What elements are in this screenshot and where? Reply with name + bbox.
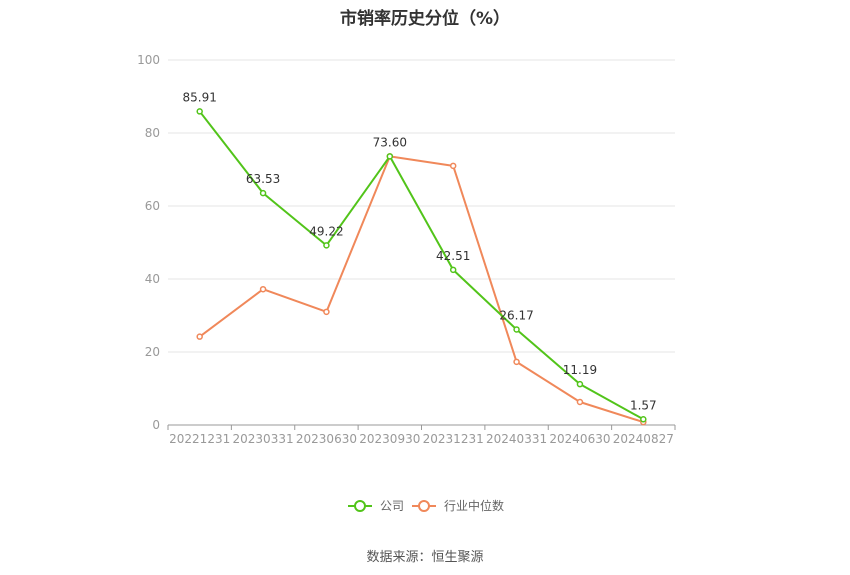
data-point-1 — [323, 308, 330, 316]
legend-label-1: 行业中位数 — [444, 498, 504, 513]
legend[interactable]: 公司 行业中位数 — [348, 498, 504, 513]
data-point-1 — [513, 358, 520, 366]
y-tick-label: 0 — [152, 418, 160, 432]
x-tick-label: 20230930 — [359, 432, 420, 446]
y-tick-label: 40 — [145, 272, 160, 286]
data-point-1 — [259, 285, 267, 293]
data-point-1 — [576, 398, 584, 406]
data-label: 49.22 — [309, 224, 343, 238]
data-point-0 — [196, 108, 203, 115]
series-line-0 — [198, 110, 644, 421]
data-source-note: 数据来源：恒生聚源 — [366, 550, 484, 565]
legend-marker-0 — [354, 500, 366, 512]
data-label: 85.91 — [183, 90, 217, 104]
chart-title: 市销率历史分位（%） — [339, 9, 511, 29]
data-label: 63.53 — [246, 172, 280, 186]
data-point-0 — [449, 266, 457, 274]
x-tick-label: 20230331 — [233, 432, 294, 446]
x-tick-label: 20240827 — [613, 432, 674, 446]
data-point-1 — [449, 162, 457, 170]
data-point-0 — [386, 153, 394, 160]
legend-marker-1 — [418, 500, 430, 512]
data-label: 26.17 — [499, 308, 533, 322]
data-label: 73.60 — [373, 135, 407, 149]
x-tick-label: 20231231 — [423, 432, 484, 446]
x-tick-label: 20240331 — [486, 432, 547, 446]
data-label-layer: 85.91 63.53 49.22 73.60 42.51 26.17 11.19 1.57 — [183, 90, 657, 412]
legend-label-0: 公司 — [380, 499, 404, 513]
data-label: 11.19 — [563, 363, 597, 377]
data-point-0 — [513, 326, 520, 333]
y-tick-label: 20 — [145, 345, 160, 359]
data-label: 1.57 — [630, 398, 657, 412]
grid-layer — [168, 59, 675, 353]
y-tick-label: 100 — [137, 53, 160, 67]
y-tick-label: 60 — [145, 199, 160, 213]
data-point-0 — [640, 416, 647, 423]
x-tick-label: 20240630 — [549, 432, 610, 446]
data-point-0 — [323, 242, 330, 249]
x-tick-label: 20221231 — [169, 432, 230, 446]
data-point-0 — [259, 189, 267, 197]
x-tick-label: 20230630 — [296, 432, 357, 446]
y-tick-label: 80 — [145, 126, 160, 140]
data-label: 42.51 — [436, 249, 470, 263]
series-line-1 — [199, 155, 644, 424]
data-point-1 — [196, 333, 203, 340]
series-layer — [196, 108, 647, 426]
data-point-0 — [576, 380, 584, 388]
